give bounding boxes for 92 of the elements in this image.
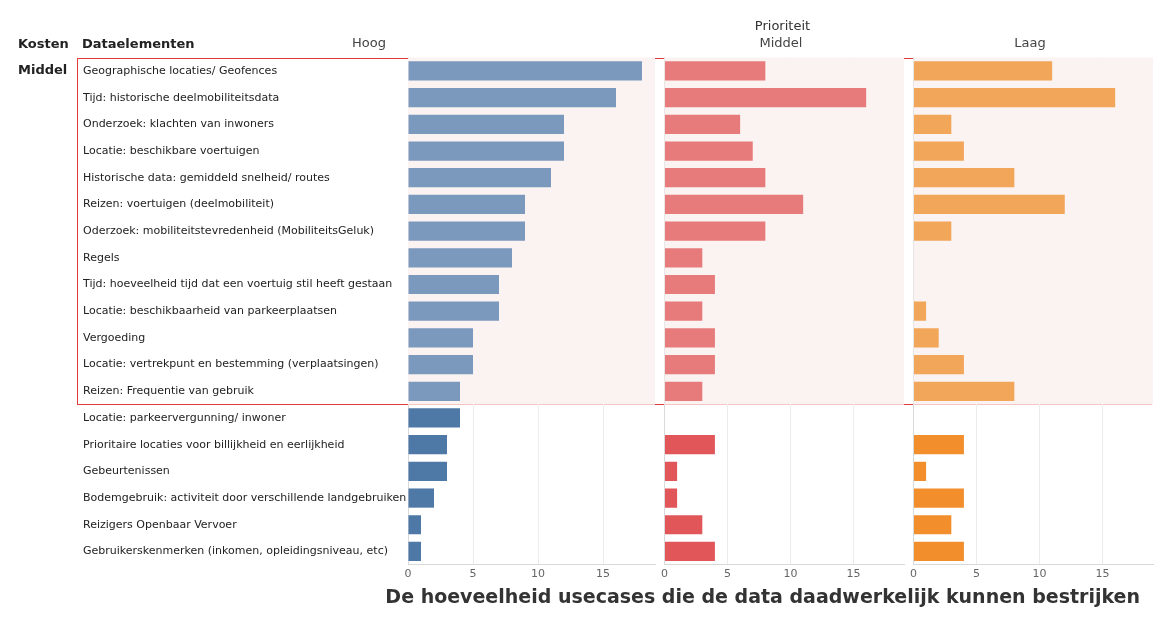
- bar: [914, 114, 952, 134]
- bar: [408, 194, 525, 215]
- y-tick-label: Onderzoek: klachten van inwoners: [83, 117, 275, 131]
- x-tick-label: 10: [1032, 567, 1047, 581]
- bar: [665, 61, 766, 81]
- bar: [914, 88, 1116, 108]
- bar: [665, 435, 715, 455]
- chart-title: Laag: [1014, 35, 1046, 51]
- y-tick-label: Regels: [83, 250, 120, 264]
- bar: [914, 354, 964, 375]
- y-tick-label: Vergoeding: [83, 330, 146, 344]
- text: Middel: [18, 61, 68, 77]
- bar: [665, 301, 703, 321]
- x-tick-label: 15: [846, 567, 861, 581]
- bar: [665, 248, 703, 268]
- x-tick-label: 5: [973, 567, 981, 581]
- x-tick-label: 15: [596, 567, 610, 581]
- bar: [665, 328, 715, 348]
- y-tick-label: Bodemgebruik: activiteit door verschillende landgebruiken: [83, 490, 407, 504]
- bar: [665, 88, 867, 108]
- bar: [408, 488, 434, 508]
- bar: [408, 114, 564, 134]
- bar: [914, 381, 1015, 401]
- bar: [408, 221, 525, 241]
- x-tick-label: 0: [661, 567, 668, 581]
- bar: [665, 221, 766, 241]
- bar: [408, 408, 460, 428]
- bar: [408, 328, 473, 348]
- bar: [665, 515, 703, 535]
- y-tick-label: Tijd: hoeveelheid tijd dat een voertuig stil heeft gestaan: [82, 277, 393, 291]
- y-tick-label: Reizen: Frequentie van gebruik: [83, 384, 255, 398]
- y-tick-label: Gebeurtenissen: [83, 464, 170, 478]
- bar: [408, 274, 499, 295]
- bar: [914, 141, 964, 161]
- y-tick-label: Oderzoek: mobiliteitstevredenheid (MobiliteitsGeluk): [83, 223, 375, 237]
- bar: [665, 381, 703, 401]
- y-tick-label: Geographische locaties/ Geofences: [83, 63, 278, 77]
- y-tick-label: Historische data: gemiddeld snelheid/ routes: [83, 170, 331, 184]
- y-tick-label: Reizen: voertuigen (deelmobiliteit): [83, 197, 274, 211]
- bar: [914, 194, 1065, 215]
- bar: [665, 274, 715, 295]
- bar: [914, 488, 964, 508]
- bar: [408, 88, 616, 108]
- bar: [665, 461, 678, 481]
- bar: [914, 328, 939, 348]
- bar: [408, 141, 564, 161]
- x-tick-label: 10: [531, 567, 545, 581]
- x-tick-label: 5: [469, 567, 477, 581]
- y-tick-label: Tijd: historische deelmobiliteitsdata: [82, 90, 280, 104]
- bar: [408, 515, 421, 535]
- bar: [408, 461, 447, 481]
- y-tick-label: Locatie: vertrekpunt en bestemming (verplaatsingen): [83, 357, 379, 371]
- x-tick-label: 0: [910, 567, 917, 581]
- bar: [665, 114, 741, 134]
- y-tick-label: Reizigers Openbaar Vervoer: [83, 517, 238, 531]
- bar: [914, 168, 1015, 188]
- bar: [914, 515, 952, 535]
- y-tick-label: Locatie: beschikbare voertuigen: [83, 143, 260, 157]
- text: Prioriteit: [753, 18, 812, 33]
- bar: [914, 435, 964, 455]
- bar: [914, 541, 964, 562]
- y-tick-label: Locatie: beschikbaarheid van parkeerplaatsen: [83, 304, 338, 318]
- bar: [408, 168, 551, 188]
- bar: [665, 194, 804, 215]
- bar: [665, 488, 678, 508]
- bar: [665, 141, 753, 161]
- bar: [914, 221, 952, 241]
- chart-title: Hoog: [352, 35, 386, 51]
- bar: [914, 461, 927, 481]
- bar: [408, 354, 473, 375]
- bar: [914, 61, 1053, 81]
- bar: [408, 61, 642, 81]
- x-tick-label: 5: [724, 567, 732, 581]
- text: De hoeveelheid usecases die de data daadwerkelijk kunnen bestrijken: [385, 585, 1140, 607]
- bar: [408, 248, 512, 268]
- y-tick-label: Gebruikerskenmerken (inkomen, opleidingsniveau, etc): [83, 544, 388, 558]
- bar: [914, 301, 927, 321]
- bar: [665, 168, 766, 188]
- bar: [408, 541, 421, 562]
- bar: [408, 381, 460, 401]
- y-tick-label: Prioritaire locaties voor billijkheid en eerlijkheid: [83, 437, 345, 451]
- y-axis-title: Dataelementen: [82, 36, 195, 51]
- x-tick-label: 0: [404, 567, 412, 581]
- text: Kosten: [18, 36, 69, 51]
- chart-title: Middel: [759, 35, 803, 51]
- bar: [665, 354, 715, 375]
- y-tick-label: Locatie: parkeervergunning/ inwoner: [83, 410, 287, 424]
- bar: [408, 435, 447, 455]
- bar: [665, 541, 715, 562]
- bar: [408, 301, 499, 321]
- x-tick-label: 10: [783, 567, 798, 581]
- x-tick-label: 15: [1095, 567, 1110, 581]
